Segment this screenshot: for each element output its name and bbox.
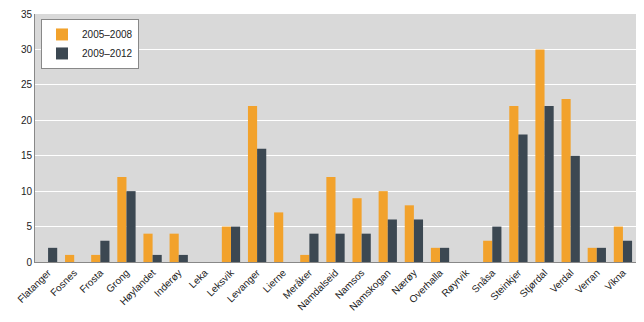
- svg-text:Frosta: Frosta: [77, 267, 105, 295]
- svg-text:5: 5: [26, 221, 32, 232]
- svg-text:Namdalseid: Namdalseid: [295, 267, 340, 312]
- svg-text:10: 10: [21, 186, 33, 197]
- svg-text:Leka: Leka: [187, 267, 210, 290]
- svg-text:Steinkjer: Steinkjer: [488, 267, 524, 303]
- svg-text:Leksvik: Leksvik: [205, 266, 237, 298]
- svg-text:0: 0: [26, 257, 32, 268]
- svg-text:Verdal: Verdal: [548, 267, 576, 295]
- svg-text:25: 25: [21, 79, 33, 90]
- svg-text:Verran: Verran: [573, 267, 602, 296]
- svg-text:20: 20: [21, 115, 33, 126]
- svg-text:Inderøy: Inderøy: [152, 267, 184, 299]
- svg-text:30: 30: [21, 44, 33, 55]
- svg-text:Vikna: Vikna: [603, 267, 629, 293]
- svg-text:Grong: Grong: [104, 267, 131, 294]
- svg-text:Namsos: Namsos: [333, 267, 367, 301]
- svg-text:Overhalla: Overhalla: [407, 267, 445, 305]
- svg-text:Snåsa: Snåsa: [469, 267, 497, 295]
- svg-text:2005–2008: 2005–2008: [82, 29, 132, 40]
- svg-text:Levanger: Levanger: [225, 267, 263, 305]
- svg-text:Meråker: Meråker: [281, 267, 315, 301]
- svg-text:Nærøy: Nærøy: [389, 267, 418, 296]
- svg-text:15: 15: [21, 150, 33, 161]
- svg-text:Namskogan: Namskogan: [347, 267, 393, 313]
- svg-text:Flatanger: Flatanger: [15, 267, 53, 305]
- svg-text:Fosnes: Fosnes: [48, 267, 79, 298]
- svg-text:Høylandet: Høylandet: [118, 267, 158, 307]
- svg-text:Røyrvik: Røyrvik: [439, 266, 471, 298]
- svg-text:Lierne: Lierne: [261, 267, 289, 295]
- svg-text:Stjørdal: Stjørdal: [517, 267, 549, 299]
- svg-text:2009–2012: 2009–2012: [82, 48, 132, 59]
- svg-text:35: 35: [21, 9, 33, 20]
